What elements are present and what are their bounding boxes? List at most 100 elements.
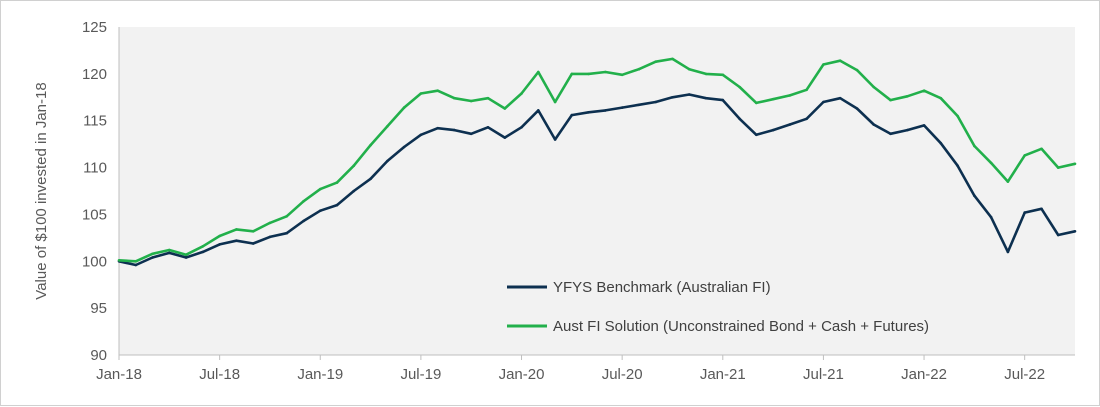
x-tick-label: Jan-20 [499,366,545,383]
x-tick-label: Jan-22 [901,366,947,383]
data-point [218,243,221,246]
data-point [302,219,305,223]
data-point [168,251,171,255]
data-point [989,215,993,219]
data-point [922,124,926,127]
y-tick-label: 105 [82,206,107,223]
data-point [788,123,792,126]
data-point [620,73,624,77]
data-point [1040,147,1043,151]
data-point [1023,154,1026,157]
series-yfys-benchmark [117,93,1077,267]
data-point [503,107,507,110]
data-point [922,89,926,92]
data-point [587,111,590,114]
data-point [486,96,490,100]
data-point [386,159,389,163]
data-point [1040,207,1043,211]
data-point [553,138,557,141]
data-point [654,100,657,104]
x-tick-label: Jul-21 [803,366,844,383]
data-point [235,228,238,231]
data-point [335,181,339,184]
y-tick-label: 95 [90,300,107,317]
data-point [503,136,507,139]
x-tick-label: Jul-22 [1004,366,1045,383]
data-point [755,101,758,105]
data-point [268,235,272,239]
data-point [201,250,205,254]
data-point [218,234,221,238]
data-point [939,96,943,100]
data-point [704,72,708,76]
data-point [453,128,456,132]
y-tick-label: 90 [90,347,107,364]
data-point [486,126,490,129]
x-tick-label: Jul-20 [602,366,643,383]
data-point [687,67,691,71]
data-point [755,133,758,137]
data-point [771,128,775,132]
data-point [117,259,121,262]
data-point [184,256,188,259]
data-point [604,70,607,74]
data-point [1006,180,1010,183]
data-point [855,107,859,110]
data-point [973,144,976,148]
data-point [369,143,372,147]
data-point [520,92,523,95]
x-tick-label: Jul-19 [400,366,441,383]
data-point [838,59,842,62]
data-point [386,125,389,128]
data-point [369,177,372,181]
data-point [570,72,574,76]
data-point [151,256,154,259]
data-point [1056,166,1060,169]
data-point [1056,233,1060,237]
data-point [872,123,875,126]
data-point [671,57,674,61]
data-point [1023,211,1026,214]
data-point [184,253,188,256]
data-point [1073,230,1077,233]
data-point [537,70,540,74]
series-line [118,57,1076,263]
data-point [319,209,322,212]
data-point [520,126,523,129]
data-point [553,100,557,104]
data-point [838,96,842,100]
x-tick-label: Jan-21 [700,366,746,383]
data-point [906,95,909,98]
data-point [285,215,289,218]
x-tick-label: Jul-18 [199,366,240,383]
data-point [201,245,205,248]
series-line [118,93,1076,267]
axes: 90 95 100 105 110 115 120 125 Jan-18 Jul-18 Jan-19… [82,19,1075,383]
data-point [620,106,624,109]
data-point [1073,162,1077,166]
data-point [302,200,305,203]
data-point [1006,250,1010,254]
data-point [956,114,959,118]
data-point [469,99,473,103]
data-point [469,132,473,136]
data-point [587,72,590,76]
data-point [671,96,674,99]
plot-area [119,27,1075,355]
data-point [771,97,775,101]
data-point [889,132,892,136]
data-point [268,221,272,225]
data-point [654,60,657,63]
data-point [168,248,171,252]
data-point [235,239,238,242]
data-point [906,128,909,132]
data-point [822,63,825,66]
data-point [956,164,959,167]
data-point [570,113,574,117]
series-layer [117,57,1077,267]
data-point [335,203,339,207]
data-point [872,85,875,89]
legend-item: Aust FI Solution (Unconstrained Bond + C… [507,318,929,335]
legend-item: YFYS Benchmark (Australian FI) [507,279,771,296]
